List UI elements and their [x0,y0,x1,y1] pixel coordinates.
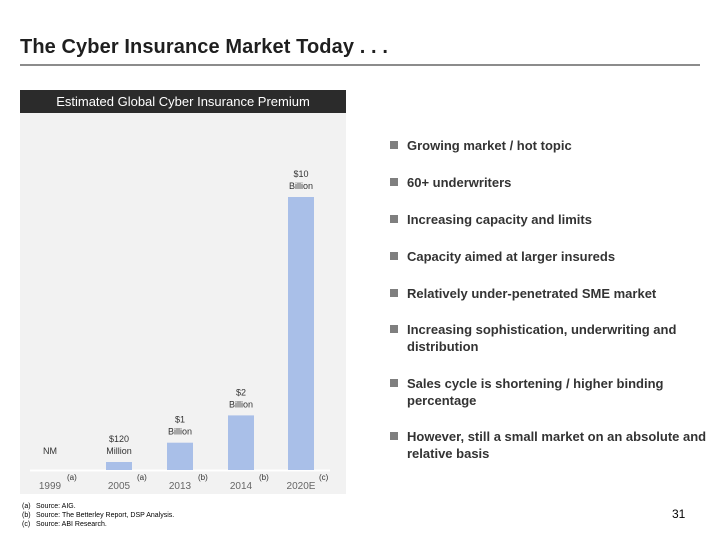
bullet-square-icon [390,178,398,186]
bullet-item: 60+ underwriters [390,174,710,191]
bullet-text: Increasing sophistication, underwriting … [407,322,677,354]
data-label: NM [43,446,57,456]
bullet-text: However, still a small market on an abso… [407,429,707,461]
footnote: (c) Source: ABI Research. [22,520,174,529]
bar-2020e [288,197,314,470]
bullet-item: Increasing capacity and limits [390,211,710,228]
chart-header-label: Estimated Global Cyber Insurance Premium [56,94,310,109]
data-label: $10 Billion [289,169,313,191]
category-label: 2020E [287,481,316,492]
data-label: $2 Billion [229,387,253,409]
bullet-square-icon [390,432,398,440]
footnote-mark: (c) [319,473,329,482]
footnotes: (a) Source: AIG. (b) Source: The Betterl… [22,502,174,529]
bullet-square-icon [390,141,398,149]
data-label: $120 Million [106,434,132,456]
bullet-item: However, still a small market on an abso… [390,428,710,462]
footnote-key: (b) [22,512,31,519]
footnote-text: Source: ABI Research. [36,521,107,528]
title-divider [20,64,700,66]
category-label: 1999 [39,481,62,492]
bullet-text: Growing market / hot topic [407,138,572,153]
chart-header: Estimated Global Cyber Insurance Premium [20,90,346,113]
category-label: 2013 [169,481,192,492]
data-label: $1 Billion [168,415,192,437]
bullet-text: 60+ underwriters [407,175,512,190]
footnote-key: (a) [22,503,31,510]
bullet-item: Relatively under-penetrated SME market [390,285,710,302]
bar-2014 [228,415,254,470]
footnote-text: Source: AIG. [36,503,76,510]
bullet-square-icon [390,215,398,223]
footnote-mark: (a) [137,473,147,482]
bullet-square-icon [390,289,398,297]
bar-2013 [167,442,193,470]
bullet-item: Growing market / hot topic [390,137,710,154]
category-label: 2014 [230,481,253,492]
bullet-item: Sales cycle is shortening / higher bindi… [390,375,710,409]
footnote-mark: (a) [67,473,77,482]
footnote-key: (c) [22,521,31,528]
category-label: 2005 [108,481,131,492]
bullet-text: Increasing capacity and limits [407,212,592,227]
footnote: (a) Source: AIG. [22,502,174,511]
footnote-mark: (b) [259,473,269,482]
bullet-square-icon [390,325,398,333]
slide-title: The Cyber Insurance Market Today . . . [20,36,388,58]
bullet-text: Sales cycle is shortening / higher bindi… [407,376,664,408]
bullet-text: Capacity aimed at larger insureds [407,249,616,264]
bullet-item: Increasing sophistication, underwriting … [390,321,710,355]
footnote-text: Source: The Betterley Report, DSP Analys… [36,512,175,519]
bullet-square-icon [390,252,398,260]
bullet-item: Capacity aimed at larger insureds [390,248,710,265]
footnote: (b) Source: The Betterley Report, DSP An… [22,511,174,520]
bullet-square-icon [390,379,398,387]
bullet-text: Relatively under-penetrated SME market [407,286,657,301]
page-number: 31 [672,507,686,521]
bar-2005 [106,462,132,470]
footnote-mark: (b) [198,473,208,482]
